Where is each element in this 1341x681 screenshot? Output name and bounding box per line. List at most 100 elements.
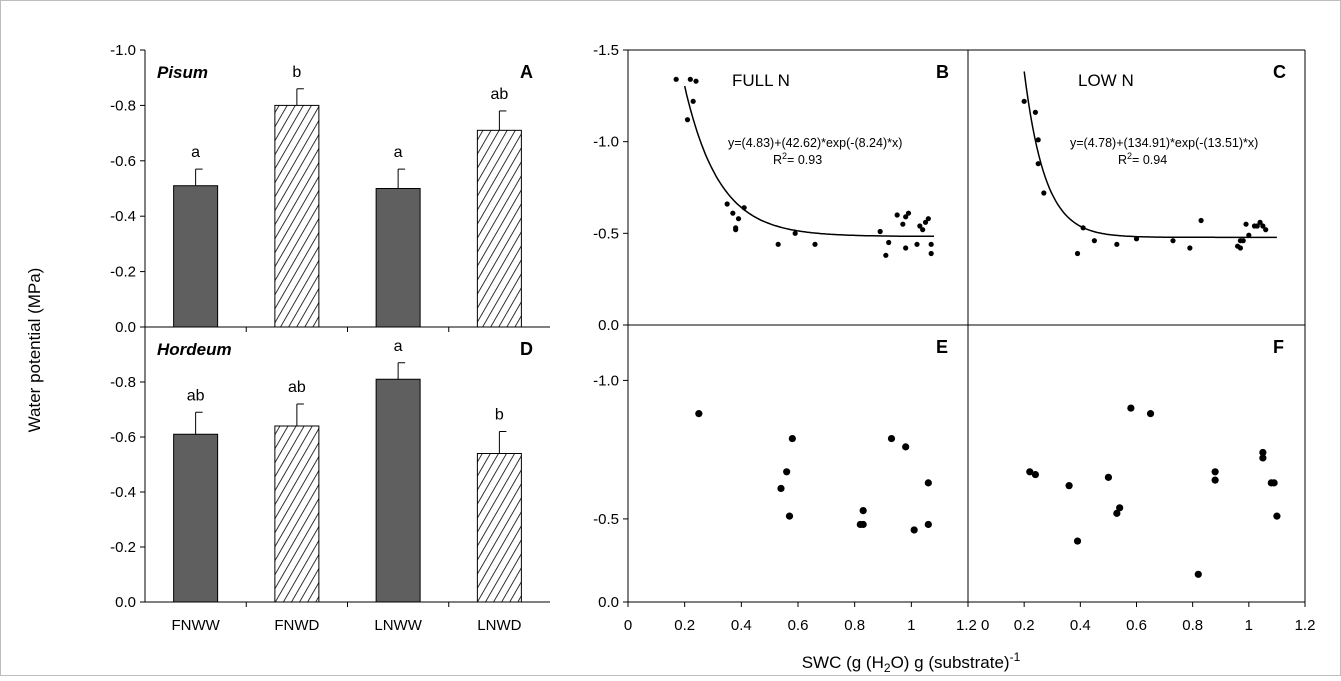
- b-data-point: [877, 228, 883, 235]
- a-y-tick-label: -0.6: [110, 153, 136, 170]
- b-data-point: [690, 98, 696, 104]
- a-y-tick-label: 0.0: [115, 319, 136, 336]
- d-y-tick-label: -0.4: [110, 484, 136, 501]
- c-data-point: [1257, 219, 1263, 225]
- b-y-tick-label: 0.0: [598, 317, 619, 334]
- a-significance-letter: a: [191, 144, 200, 161]
- e-x-tick-label: 0.4: [731, 617, 752, 634]
- b-data-point: [886, 239, 892, 246]
- f-data-point: [1031, 470, 1039, 479]
- f-data-point: [1211, 476, 1219, 484]
- f-data-point: [1116, 504, 1124, 512]
- b-data-point: [905, 210, 912, 216]
- a-y-tick-label: -0.4: [110, 208, 136, 225]
- b-r-squared: R2= 0.93: [773, 151, 822, 167]
- d-x-tick-label: FNWW: [171, 617, 220, 634]
- x-axis-label-mid: O) g (substrate): [891, 653, 1010, 672]
- f-data-point: [1065, 482, 1073, 490]
- f-x-tick-label: 0.6: [1126, 617, 1147, 634]
- c-data-point: [1254, 223, 1260, 229]
- a-species-label: Pisum: [157, 63, 208, 82]
- b-r-squared-label: R: [773, 153, 782, 167]
- b-data-point: [792, 230, 798, 236]
- d-panel-letter: D: [520, 339, 533, 359]
- d-significance-letter: ab: [288, 379, 306, 396]
- b-data-point: [730, 210, 736, 216]
- c-data-point: [1187, 245, 1193, 251]
- d-y-tick-label: -0.2: [110, 539, 136, 556]
- e-x-tick-label: 1: [907, 617, 915, 634]
- b-data-point: [673, 76, 679, 82]
- b-data-point: [917, 223, 923, 229]
- b-data-point: [724, 201, 730, 207]
- b-data-point: [883, 252, 889, 258]
- d-species-label: Hordeum: [157, 340, 232, 359]
- c-data-point: [1133, 236, 1140, 242]
- f-x-tick-label: 1: [1245, 617, 1253, 634]
- f-data-point: [1026, 468, 1034, 476]
- f-data-point: [1270, 479, 1278, 487]
- a-y-tick-label: -1.0: [110, 42, 136, 59]
- d-x-tick-label: FNWD: [274, 617, 319, 634]
- d-significance-letter: a: [394, 338, 403, 355]
- a-significance-letter: a: [394, 144, 403, 161]
- b-data-point: [922, 219, 929, 225]
- d-x-tick-label: LNWD: [477, 617, 521, 634]
- f-data-point: [1259, 454, 1267, 462]
- e-x-tick-label: 0.8: [844, 617, 865, 634]
- a-significance-letter: ab: [490, 86, 508, 103]
- b-data-point: [903, 214, 909, 220]
- e-x-tick-label: 1.2 0: [956, 617, 989, 634]
- b-data-point: [914, 241, 920, 247]
- b-data-point: [900, 221, 906, 227]
- b-data-point: [775, 241, 781, 247]
- e-y-tick-label: -1.0: [593, 372, 619, 389]
- b-data-point: [894, 212, 900, 218]
- a-y-tick-label: -0.8: [110, 97, 136, 114]
- a-panel-letter: A: [520, 62, 533, 82]
- x-axis-label-sub: 2: [884, 661, 891, 675]
- c-data-point: [1074, 250, 1081, 257]
- f-panel-letter: F: [1273, 337, 1284, 357]
- a-significance-letter: b: [292, 64, 301, 81]
- c-data-point: [1243, 221, 1249, 227]
- f-data-point: [1259, 448, 1267, 457]
- f-x-tick-label: 0.2: [1014, 617, 1035, 634]
- e-data-point: [924, 520, 932, 529]
- c-data-point: [1041, 190, 1047, 196]
- b-data-point: [741, 205, 747, 211]
- d-y-tick-label: -0.8: [110, 374, 136, 391]
- e-panel-letter: E: [936, 337, 948, 357]
- c-r-squared-sup: 2: [1127, 151, 1132, 161]
- x-axis-label-main: SWC (g (H: [802, 653, 884, 672]
- c-data-point: [1035, 137, 1041, 143]
- c-r-squared-label: R: [1118, 153, 1127, 167]
- b-data-point: [684, 117, 691, 123]
- e-data-point: [859, 520, 867, 529]
- c-data-point: [1080, 225, 1086, 231]
- f-data-point: [1104, 473, 1113, 481]
- f-x-tick-label: 0.8: [1182, 617, 1203, 634]
- x-axis-label: SWC (g (H2O) g (substrate)-1: [802, 650, 1021, 675]
- e-x-tick-label: 0.2: [674, 617, 695, 634]
- b-r-squared-value: = 0.93: [787, 153, 822, 167]
- y-axis-label: Water potential (MPa): [25, 268, 44, 433]
- c-fit-equation: y=(4.78)+(134.91)*exp(-(13.51)*x): [1070, 136, 1258, 150]
- a-bar-lnwd: [476, 129, 522, 328]
- b-data-point: [920, 227, 926, 233]
- c-data-point: [1246, 232, 1252, 238]
- d-x-tick-label: LNWW: [374, 617, 422, 634]
- f-data-point: [1273, 512, 1281, 520]
- e-y-tick-label: 0.0: [598, 594, 619, 611]
- c-data-point: [1237, 245, 1244, 251]
- f-x-tick-label: 1.2: [1295, 617, 1316, 634]
- c-panel-title: LOW N: [1078, 71, 1134, 90]
- b-y-tick-label: -1.0: [593, 134, 619, 151]
- c-data-point: [1021, 98, 1027, 104]
- x-axis-label-sup: -1: [1010, 650, 1021, 664]
- a-bar-lnww: [375, 188, 421, 328]
- b-data-point: [733, 227, 739, 233]
